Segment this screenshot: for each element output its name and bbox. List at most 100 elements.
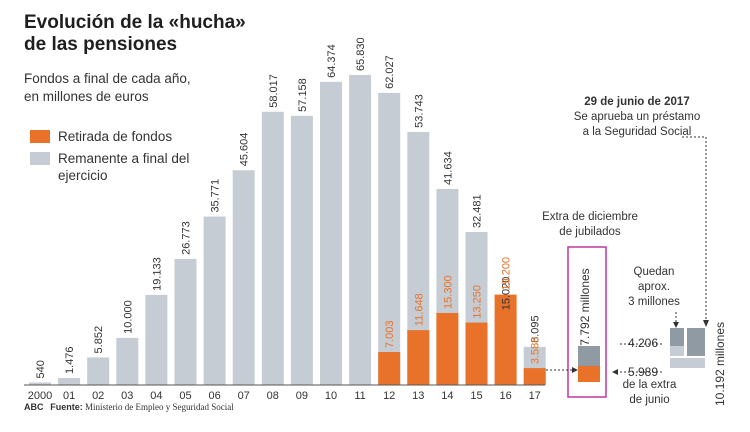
footer-source-label: Fuente: <box>50 402 83 412</box>
loan-bar <box>687 328 705 356</box>
bar-withdrawal-16 <box>494 294 517 385</box>
tick-label-11: 11 <box>354 390 365 402</box>
tick-label-05: 05 <box>179 390 191 402</box>
extra-junio-line-1: de la extra <box>622 379 677 391</box>
bar-remaining-2000 <box>29 382 51 385</box>
quedan-arrow-head <box>673 322 679 328</box>
footer-brand: ABC <box>24 402 44 412</box>
label-remaining-04: 19.133 <box>151 257 163 291</box>
tick-label-2000: 2000 <box>28 390 52 402</box>
tick-label-07: 07 <box>238 390 250 402</box>
quedan-line-1: Quedan <box>633 266 675 278</box>
tick-label-04: 04 <box>150 390 162 402</box>
legend-swatch-remaining <box>30 152 50 165</box>
legend-item-withdrawal: Retirada de fondos <box>30 128 208 145</box>
legend-swatch-withdrawal <box>30 130 50 143</box>
loan-arrow <box>682 136 707 322</box>
label-remaining-15: 32.481 <box>472 194 484 228</box>
label-withdrawal-14: 15.300 <box>442 275 454 309</box>
bar-withdrawal-13 <box>407 330 430 385</box>
legend-label-remaining: Remanente a final del ejercicio <box>58 151 190 183</box>
bar-remaining-11 <box>349 75 372 385</box>
value-5989: 5.989 <box>628 365 659 379</box>
bar-remaining-08 <box>261 111 284 386</box>
label-remaining-02: 5.852 <box>93 326 105 354</box>
label-remaining-09: 57.158 <box>297 78 309 112</box>
label-remaining-14: 41.634 <box>442 151 454 185</box>
chart-title: Evolución de la «hucha» de las pensiones <box>24 12 246 56</box>
bar-withdrawal-14 <box>436 312 459 385</box>
june-line-2: a la Seguridad Social <box>582 126 692 138</box>
footer-source: Ministerio de Empleo y Seguridad Social <box>85 402 234 412</box>
tick-label-03: 03 <box>121 390 133 402</box>
bar-withdrawal-17 <box>523 368 546 385</box>
extra-junio-line-2: de junio <box>629 394 670 406</box>
bar-remaining-02 <box>87 357 110 385</box>
value-4206: 4.206 <box>628 336 659 350</box>
bar-withdrawal-15 <box>465 322 488 385</box>
tick-label-02: 02 <box>92 390 104 402</box>
label-withdrawal-12: 7.003 <box>384 320 396 348</box>
bar-withdrawal-12 <box>378 352 401 385</box>
quedan-bar-light <box>670 346 684 356</box>
june-line-1: Se aprueba un préstamo <box>573 111 701 123</box>
tick-label-17: 17 <box>529 390 541 402</box>
quedan-line-3: 3 millones <box>628 296 680 308</box>
label-remaining-2000: 540 <box>35 360 47 378</box>
tick-label-14: 14 <box>441 390 453 402</box>
label-remaining-03: 10.000 <box>122 300 134 334</box>
bar-remaining-03 <box>116 337 139 385</box>
december-bar-gray <box>578 346 600 366</box>
june-note: 29 de junio de 2017 Se aprueba un présta… <box>562 95 712 140</box>
extra-december-note: Extra de diciembre de jubilados <box>536 210 644 240</box>
bar-remaining-07 <box>232 170 255 385</box>
tick-label-10: 10 <box>325 390 337 402</box>
label-remaining-01: 1.476 <box>64 347 76 375</box>
label-remaining-07: 45.604 <box>239 133 251 167</box>
december-arrow-head <box>572 367 578 373</box>
value-5989-arrow-head <box>612 369 618 375</box>
extra-december-highlight-box <box>567 246 607 398</box>
quedan-line-2: aprox. <box>638 281 670 293</box>
tick-label-08: 08 <box>267 390 279 402</box>
legend-item-remaining: Remanente a final del ejercicio <box>30 150 208 184</box>
extra-december-line-1: Extra de diciembre <box>542 211 638 223</box>
label-remaining-11: 65.830 <box>355 37 367 71</box>
quedan-bar-dark <box>670 328 684 346</box>
label-remaining-08: 58.017 <box>268 74 280 108</box>
june-date: 29 de junio de 2017 <box>584 96 690 108</box>
tick-label-16: 16 <box>499 390 511 402</box>
bar-remaining-01 <box>58 378 81 385</box>
tick-label-01: 01 <box>63 390 75 402</box>
label-remaining-17: 8.095 <box>530 315 542 343</box>
label-withdrawal-17: 3.586 <box>530 337 542 365</box>
label-remaining-10: 64.374 <box>326 44 338 78</box>
loan-arrow-head <box>703 320 709 327</box>
label-remaining-05: 26.773 <box>181 221 193 255</box>
label-remaining-12: 62.027 <box>384 55 396 89</box>
subtitle-line-1: Fondos a final de cada año, <box>24 71 191 86</box>
label-remaining-06: 35.771 <box>210 179 222 213</box>
bar-remaining-05 <box>174 258 197 385</box>
quedan-note: Quedan aprox. 3 millones <box>618 265 690 310</box>
bar-remaining-04 <box>145 294 168 385</box>
bar-remaining-13 <box>407 131 430 385</box>
extra-junio-bar <box>670 358 705 368</box>
tick-label-06: 06 <box>208 390 220 402</box>
label-withdrawal-16: 19.200 <box>501 257 513 291</box>
bar-remaining-12 <box>378 92 401 386</box>
tick-label-13: 13 <box>412 390 424 402</box>
label-remaining-16: 15.020 <box>501 277 513 311</box>
label-withdrawal-13: 11.648 <box>413 293 425 326</box>
label-remaining-13: 53.743 <box>413 94 425 128</box>
extra-december-line-2: de jubilados <box>559 226 621 238</box>
subtitle-line-2: en millones de euros <box>24 89 149 104</box>
chart-subtitle: Fondos a final de cada año, en millones … <box>24 70 234 106</box>
title-line-2: de las pensiones <box>24 34 178 55</box>
bar-remaining-06 <box>203 216 226 385</box>
extra-december-value: 7.792 millones <box>578 268 592 346</box>
loan-value: 10.192 millones <box>713 321 727 407</box>
legend-label-withdrawal: Retirada de fondos <box>58 129 173 144</box>
tick-label-09: 09 <box>296 390 308 402</box>
